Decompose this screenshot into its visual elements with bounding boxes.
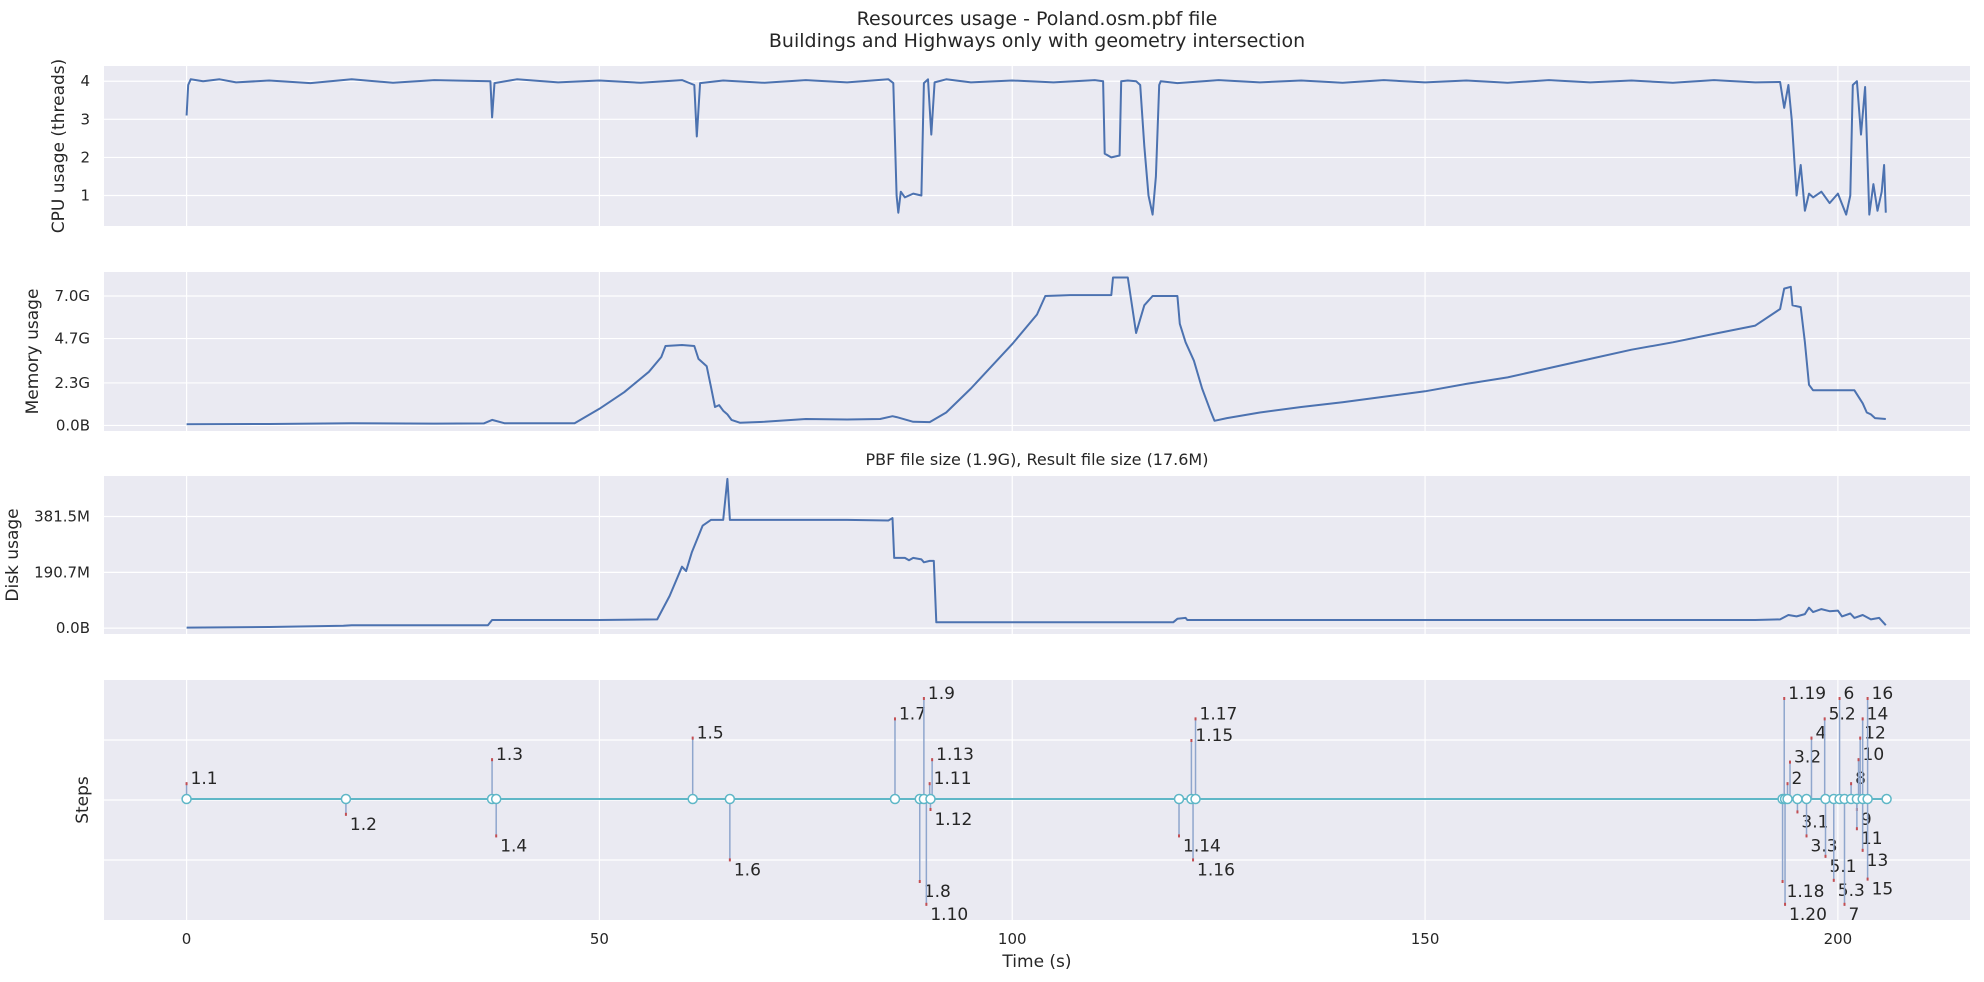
cpu-series-line <box>185 78 1887 216</box>
disk-plot-area <box>104 476 1970 634</box>
step-label: 3.3 <box>1811 836 1838 856</box>
step-label: 1.13 <box>936 745 974 765</box>
memory-usage-panel: 0.0B 2.3G 4.7G 7.0G Memory usage <box>23 272 1970 434</box>
step-label: 1.9 <box>928 684 955 704</box>
disk-series-line <box>186 477 1887 629</box>
step-marker <box>889 793 901 805</box>
memory-ytick-label: 0.0B <box>56 416 90 434</box>
step-label: 1.2 <box>350 815 377 835</box>
step-label: 9 <box>1861 810 1872 830</box>
step-label: 2 <box>1792 769 1803 789</box>
figure-title: Resources usage - Poland.osm.pbf file <box>857 8 1218 30</box>
x-tick-label: 100 <box>998 930 1027 948</box>
cpu-ytick-label: 3 <box>80 110 90 128</box>
step-label: 1.8 <box>924 882 951 902</box>
figure-subtitle: Buildings and Highways only with geometr… <box>769 30 1305 52</box>
cpu-ytick-label: 2 <box>80 148 90 166</box>
step-label: 1.12 <box>934 810 972 830</box>
memory-ytick-label: 4.7G <box>55 330 90 348</box>
step-label: 1.14 <box>1183 836 1221 856</box>
step-label: 14 <box>1867 704 1889 724</box>
step-label: 1.20 <box>1789 905 1827 925</box>
step-label: 1.10 <box>930 905 968 925</box>
step-label: 1.18 <box>1787 882 1825 902</box>
step-label: 5.3 <box>1838 881 1865 901</box>
step-marker <box>925 793 936 805</box>
step-label: 1.15 <box>1195 726 1233 746</box>
disk-ytick-label: 190.7M <box>34 563 90 581</box>
disk-y-axis-label: Disk usage <box>3 508 23 601</box>
step-label: 1.6 <box>734 860 761 880</box>
cpu-y-axis-label: CPU usage (threads) <box>49 59 69 234</box>
step-marker <box>490 793 502 805</box>
cpu-ytick-label: 4 <box>80 72 90 90</box>
step-label: 1.11 <box>934 769 972 789</box>
step-label: 1.16 <box>1197 860 1235 880</box>
disk-usage-panel: 0.0B 190.7M 381.5M Disk usage <box>3 476 1970 637</box>
step-label: 16 <box>1872 684 1894 704</box>
step-label: 3.1 <box>1801 812 1828 832</box>
disk-ytick-label: 0.0B <box>56 619 90 637</box>
step-label: 15 <box>1872 880 1894 900</box>
step-marker <box>1881 793 1892 805</box>
step-label: 3.2 <box>1794 748 1821 768</box>
step-label: 11 <box>1861 829 1883 849</box>
step-marker <box>1792 793 1803 805</box>
x-tick-label: 0 <box>182 930 192 948</box>
step-label: 1.19 <box>1788 684 1826 704</box>
step-marker <box>181 793 192 805</box>
cpu-usage-panel: 1 2 3 4 CPU usage (threads) <box>49 59 1970 234</box>
step-marker <box>1862 793 1873 805</box>
step-label: 1.7 <box>899 704 926 724</box>
step-marker <box>1173 793 1185 805</box>
step-label: 1.4 <box>500 836 527 856</box>
step-marker <box>1782 793 1793 805</box>
x-tick-label: 150 <box>1411 930 1440 948</box>
disk-ytick-label: 381.5M <box>34 508 90 526</box>
step-marker <box>724 793 736 805</box>
step-label: 1.3 <box>496 745 523 765</box>
step-label: 4 <box>1815 724 1826 744</box>
step-label: 1.1 <box>191 769 218 789</box>
step-marker <box>340 793 352 805</box>
disk-panel-title: PBF file size (1.9G), Result file size (… <box>866 450 1209 469</box>
cpu-plot-area <box>104 66 1970 226</box>
step-label: 1.5 <box>697 724 724 744</box>
step-label: 1.17 <box>1200 704 1238 724</box>
step-label: 5.2 <box>1829 704 1856 724</box>
step-label: 5.1 <box>1830 857 1857 877</box>
memory-ytick-label: 2.3G <box>55 374 90 392</box>
steps-y-axis-label: Steps <box>73 776 93 824</box>
cpu-ytick-label: 1 <box>80 187 90 205</box>
step-marker <box>1190 793 1201 805</box>
memory-y-axis-label: Memory usage <box>23 289 43 415</box>
x-tick-label: 50 <box>590 930 609 948</box>
memory-series-line <box>186 276 1886 426</box>
step-label: 12 <box>1864 724 1886 744</box>
x-tick-label: 200 <box>1824 930 1853 948</box>
step-label: 10 <box>1863 745 1885 765</box>
memory-ytick-label: 7.0G <box>55 287 90 305</box>
step-label: 6 <box>1844 684 1855 704</box>
step-label: 13 <box>1867 851 1889 871</box>
memory-plot-area <box>104 272 1970 431</box>
step-marker <box>687 793 698 805</box>
step-marker <box>1801 793 1812 805</box>
x-axis-label: Time (s) <box>1001 952 1071 972</box>
step-label: 7 <box>1848 905 1859 925</box>
